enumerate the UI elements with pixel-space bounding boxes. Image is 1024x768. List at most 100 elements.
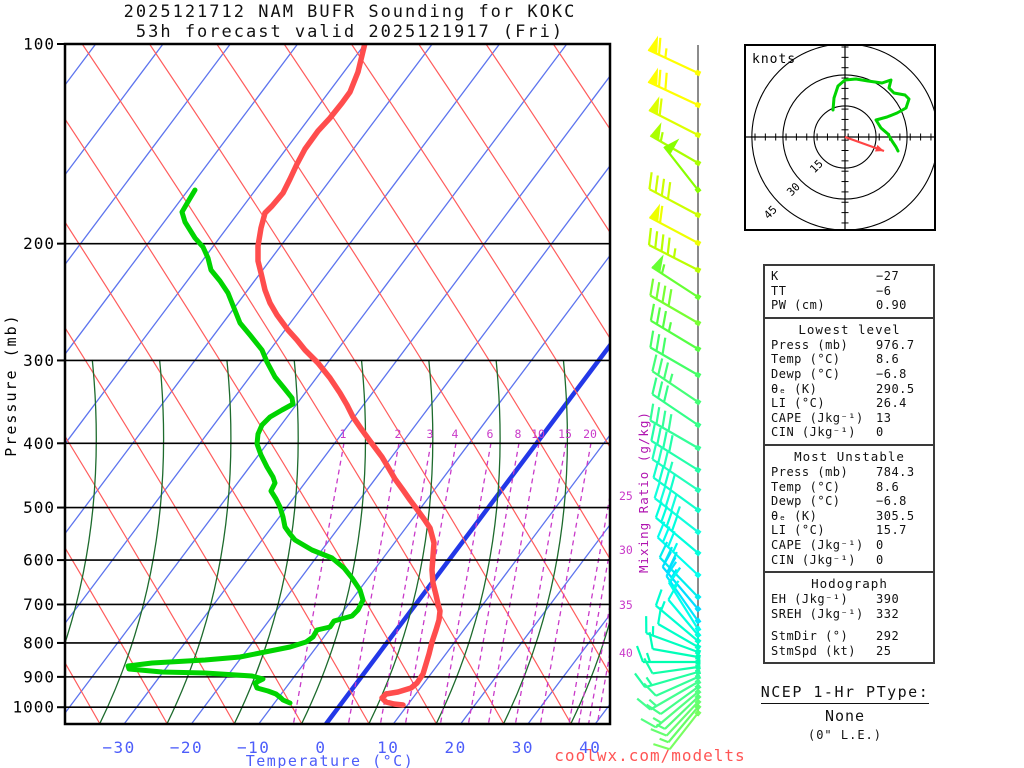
panel-row-label: Press (mb) [771,337,849,352]
temp-tick-label: 20 [444,738,466,757]
panel-gap [771,621,928,629]
panel-row-value: 332 [876,606,900,621]
panel-row-value: 784.3 [876,464,915,479]
isotherm-line [65,44,164,176]
panel-row-value: 390 [876,592,900,607]
dry-adiabat-line [65,546,168,724]
dry-adiabat-line [149,44,572,724]
panel-row-label: θₑ (K) [771,508,818,523]
moist-adiabat-line [65,359,97,645]
dry-adiabat-line [283,44,610,561]
moist-adiabat-line [435,359,501,724]
panel-row: LI (°C) 26.4 [771,396,928,411]
wind-barb [648,203,702,247]
panel-row-value: −27 [876,269,900,283]
wind-barb [657,606,702,651]
isotherm-line [65,44,366,445]
wind-barb [667,584,702,639]
isotherm-line [190,164,610,724]
panel-row-value: 0 [876,425,884,440]
dewpoint-trace [125,187,366,706]
panel-row: θₑ (K) 305.5 [771,509,928,524]
panel-row: CAPE (Jkg⁻¹) 0 [771,538,928,553]
plot-border [63,42,612,726]
wind-barb [636,678,702,711]
mixing-ratio-line [587,604,610,724]
moist-adiabat-line [300,359,367,724]
panel-title: Most Unstable [794,448,905,464]
panel-row: Press (mb) 784.3 [771,465,928,480]
panel-title: Hodograph [811,576,888,592]
panel-row-label: θₑ (K) [771,381,818,396]
watermark-link[interactable]: coolwx.com/modelts [554,746,745,765]
ptype-value: None [824,707,866,725]
isotherm-line [65,44,299,356]
wind-barb [653,709,702,751]
dry-adiabat-line [418,44,610,340]
wind-barb [656,521,702,579]
wind-barb [651,354,702,406]
panel-row: Dewp (°C) −6.8 [771,367,928,382]
wind-barb [654,589,702,645]
wind-barb [643,673,702,697]
panel-row: Press (mb) 976.7 [771,338,928,353]
dry-adiabat-line [65,435,236,724]
panel-row-label: StmDir (°) [771,629,849,644]
mixing-ratio-line [487,442,540,724]
panel-row-label: StmSpd (kt) [771,643,856,658]
temp-tick-label: 10 [377,738,399,757]
wind-barb [649,330,702,379]
isotherm-line [65,44,433,535]
pressure-tick-label: 400 [23,434,55,453]
temp-tick-label: 0 [315,738,326,757]
ptype-block: NCEP 1-Hr PType: None (0" L.E.) [745,682,945,742]
pressure-tick-label: 500 [23,498,55,517]
ptype-title: NCEP 1-Hr PType: [760,683,930,704]
panel-row-value: 0.90 [876,298,907,313]
temp-tick-label: −30 [102,738,135,757]
panel-row-value: 305.5 [876,508,915,523]
wind-barb [659,703,702,744]
panel-row: Dewp (°C) −6.8 [771,494,928,509]
panel-row-label: LI (°C) [771,523,826,538]
panel-row: Temp (°C) 8.6 [771,480,928,495]
panel-row-value: 8.6 [876,352,900,367]
mixing-ratio-label: 15 [558,427,572,441]
wind-barb [651,254,702,301]
mixing-ratio-label: 6 [487,427,494,441]
dry-adiabat-line [350,44,610,449]
panel-row: θₑ (K) 290.5 [771,382,928,397]
pressure-lines [57,43,610,709]
panel-row: LI (°C) 15.7 [771,523,928,538]
panel-row: EH (Jkg⁻¹) 390 [771,592,928,607]
panel-row-label: CAPE (Jkg⁻¹) [771,410,864,425]
panel-row-label: Dewp (°C) [771,494,841,509]
panel-row-value: 292 [876,629,900,644]
temp-tick-label: −10 [237,738,270,757]
panel-row: StmSpd (kt) 25 [771,644,928,659]
wind-barb [648,172,702,219]
panel-row-label: Temp (°C) [771,479,841,494]
chart-title: 2025121712 NAM BUFR Sounding for KOKC 53… [60,2,640,42]
panel-row-value: 26.4 [876,396,907,411]
panel-row-value: 13 [876,410,892,425]
mixing-ratio-label: 3 [427,427,434,441]
sounding-traces [125,44,443,708]
storm-motion-arrowhead [875,144,884,152]
wind-barb [649,278,702,327]
panel-row: K −27 [771,269,928,284]
panel-row: CIN (Jkg⁻¹) 0 [771,553,928,568]
wind-barb [647,67,702,109]
wind-barb [648,96,702,139]
panel-row-label: SREH (Jkg⁻¹) [771,606,864,621]
mixing-ratio-label: 35 [619,598,633,612]
temperature-axis-title: Temperature (°C) [246,752,415,768]
panel-row-label: CIN (Jkg⁻¹) [771,552,856,567]
wind-barb [634,668,702,689]
stats-panels: K −27 TT −6 PW (cm) 0.90 Lowest level Press (m… [763,264,935,665]
pressure-tick-label: 200 [23,234,55,253]
panel-row-label: Dewp (°C) [771,366,841,381]
isotherm-line [123,75,610,724]
pressure-tick-label: 300 [23,351,55,370]
